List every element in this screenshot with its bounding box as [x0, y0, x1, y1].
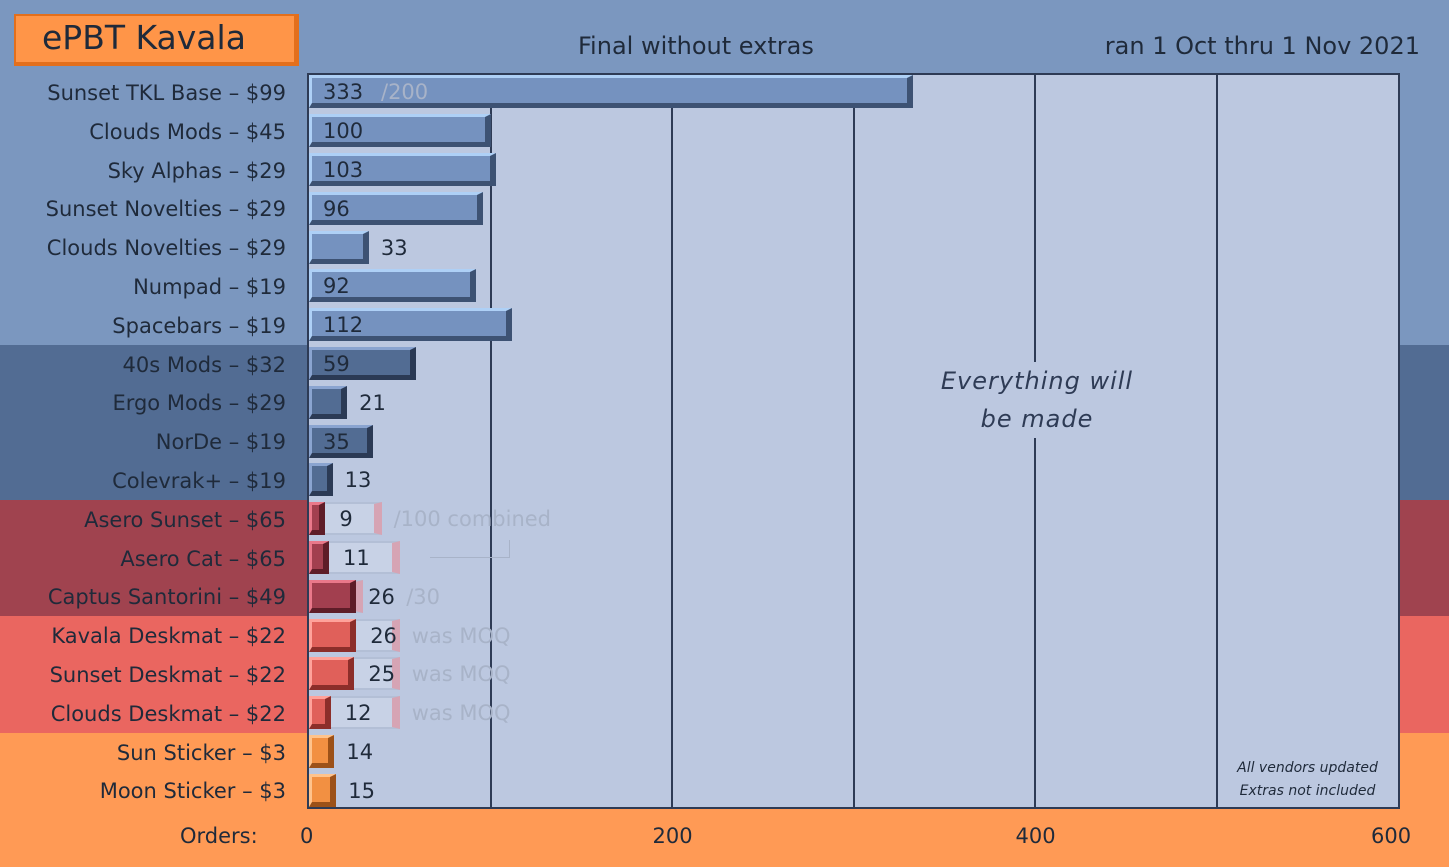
value-label: 59 [323, 352, 350, 376]
value-label: 26 [370, 623, 397, 648]
date-range: ran 1 Oct thru 1 Nov 2021 [1104, 32, 1420, 60]
category-label: Clouds Novelties – $29 [46, 236, 286, 261]
category-label: Sunset Deskmat – $22 [49, 663, 286, 687]
value-label: 13 [344, 468, 372, 493]
category-label: Moon Sticker – $3 [99, 779, 286, 804]
category-label: Asero Cat – $65 [120, 546, 286, 571]
footnote: All vendors updated Extras not included [1205, 757, 1410, 803]
value-label: 92 [323, 274, 350, 299]
bar [309, 773, 337, 807]
value-label: 333 [323, 80, 364, 105]
category-label: Spacebars – $19 [112, 313, 286, 338]
value-label: 96 [323, 196, 350, 221]
bar [309, 114, 491, 148]
category-label: 40s Mods – $32 [122, 352, 286, 377]
value-label: 15 [348, 778, 375, 803]
category-label: Sky Alphas – $29 [107, 158, 286, 183]
category-label: Sunset TKL Base – $99 [47, 81, 286, 105]
value-label: 100 [323, 119, 364, 144]
bar [309, 385, 348, 419]
gridline [1215, 75, 1218, 807]
footnote-line-1: All vendors updated [1237, 760, 1378, 776]
category-label: Clouds Deskmat – $22 [50, 701, 286, 726]
category-label: Numpad – $19 [133, 275, 286, 299]
chart-subtitle: Final without extras [578, 32, 814, 60]
category-label: Ergo Mods – $29 [112, 391, 286, 416]
chart-title: ePBT Kavala [14, 14, 299, 66]
annotation-line-1: Everything will [940, 367, 1134, 395]
category-label: Sunset Novelties – $29 [45, 197, 286, 222]
bar-note: /30 [406, 584, 440, 609]
value-label: 14 [346, 740, 374, 764]
footnote-line-2: Extras not included [1239, 783, 1376, 799]
bar [309, 463, 333, 497]
combined-bracket [430, 540, 510, 558]
bar [309, 735, 335, 768]
bar [309, 541, 329, 574]
bar [309, 269, 476, 303]
value-label: 26 [368, 584, 395, 609]
bar [309, 502, 326, 536]
category-label: Colevrak+ – $19 [112, 469, 286, 493]
value-label: 112 [323, 313, 364, 338]
value-label: 11 [342, 546, 370, 570]
bar [309, 579, 357, 613]
category-label: Asero Sunset – $65 [84, 507, 286, 532]
category-label: Sun Sticker – $3 [116, 740, 286, 765]
bar [309, 657, 355, 691]
x-axis-label: Orders: [180, 824, 258, 848]
bar [309, 618, 357, 652]
category-label: NorDe – $19 [155, 430, 286, 455]
annotation-everything-made: Everything will be made [922, 362, 1152, 438]
bar [309, 75, 914, 109]
x-tick-label: 600 [1371, 824, 1412, 848]
bar-note: was MOQ [411, 662, 511, 687]
category-label: Captus Santorini – $49 [47, 585, 286, 610]
value-label: 33 [380, 235, 408, 260]
bar [309, 424, 373, 458]
bar [309, 230, 369, 264]
bar [309, 347, 417, 380]
bar [309, 153, 496, 186]
x-tick-label: 400 [1015, 824, 1056, 848]
bar-note: was MOQ [411, 701, 511, 726]
category-label: Kavala Deskmat – $22 [51, 624, 286, 649]
value-label: 25 [368, 662, 396, 687]
gridline [489, 75, 492, 807]
bar [309, 308, 513, 342]
value-label: 9 [339, 507, 353, 532]
bar-note: was MOQ [411, 623, 511, 648]
value-label: 35 [323, 429, 350, 454]
plot-area [307, 73, 1400, 809]
value-label: 103 [323, 158, 364, 182]
gridline [852, 75, 855, 807]
bar-note: /200 [381, 80, 429, 105]
x-tick-label: 0 [300, 824, 314, 848]
bar [309, 696, 331, 730]
bar [309, 191, 484, 225]
value-label: 12 [344, 701, 372, 726]
value-label: 21 [359, 390, 386, 415]
annotation-line-2: be made [980, 405, 1094, 433]
bar-note: /100 combined [393, 507, 552, 532]
gridline [671, 75, 673, 807]
category-label: Clouds Mods – $45 [89, 119, 286, 144]
gridline [1034, 75, 1036, 807]
x-tick-label: 200 [652, 824, 693, 848]
